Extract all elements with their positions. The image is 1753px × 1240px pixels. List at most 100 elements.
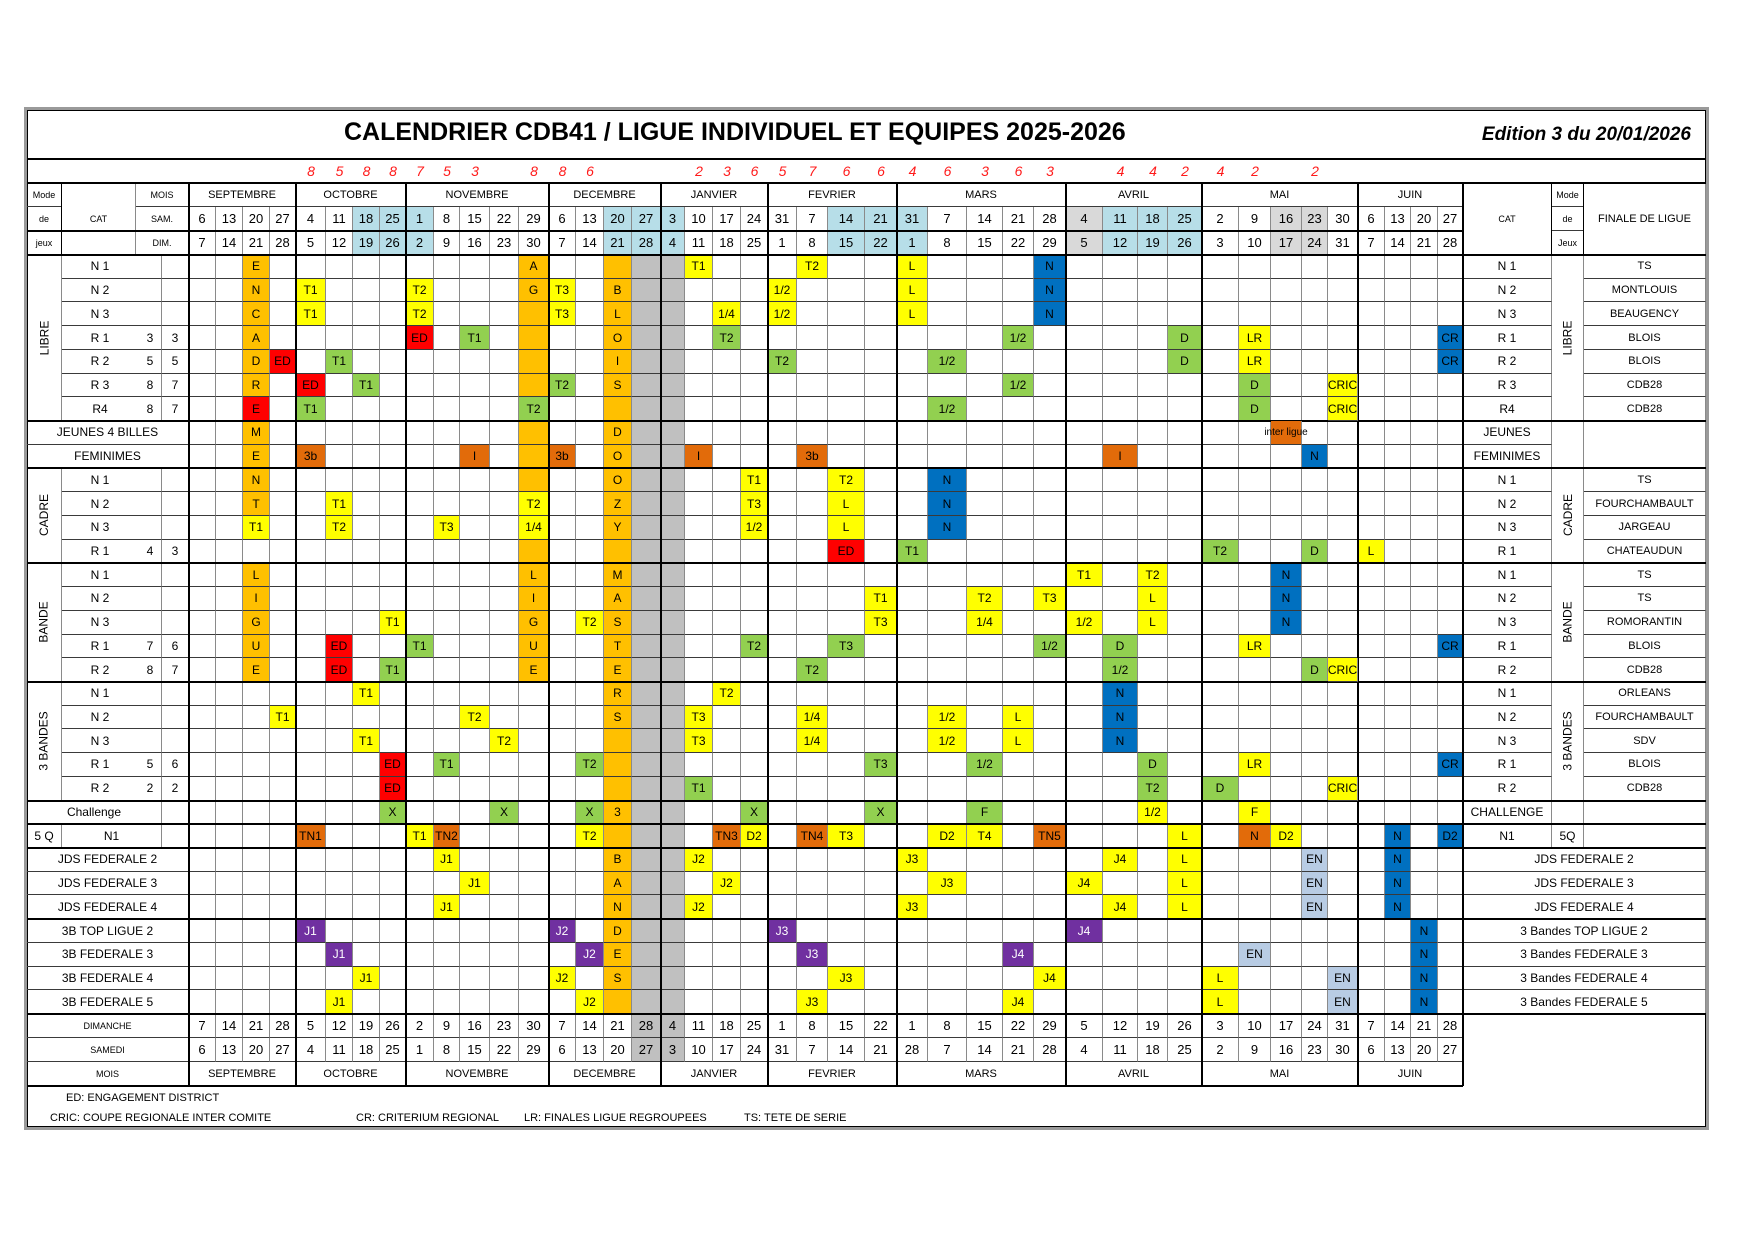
calendar-cell	[1385, 729, 1411, 754]
sunday-date: 24	[1302, 231, 1328, 255]
event-cell: S	[604, 966, 632, 991]
event-cell: J1	[460, 871, 490, 896]
calendar-cell	[1066, 255, 1103, 279]
calendar-cell	[434, 919, 460, 943]
calendar-cell	[380, 824, 406, 848]
match-count: 5	[778, 163, 787, 179]
calendar-cell	[1302, 349, 1328, 374]
event-cell: L	[604, 302, 632, 327]
sunday-date: 25	[741, 1014, 768, 1039]
finale-location: BEAUGENCY	[1584, 302, 1706, 327]
calendar-cell	[1302, 990, 1328, 1015]
calendar-cell	[741, 563, 768, 588]
event-cell: LR	[1239, 634, 1271, 659]
calendar-cell	[928, 539, 967, 564]
event-cell: J4	[1003, 990, 1034, 1015]
calendar-cell	[406, 919, 434, 943]
saturday-date: 14	[828, 207, 865, 231]
calendar-cell	[519, 681, 549, 706]
event-cell: T2	[490, 729, 519, 754]
calendar-cell	[1411, 681, 1438, 706]
calendar-cell	[741, 895, 768, 920]
category-name: R 1	[90, 330, 110, 345]
mode-label: LIBRE	[1560, 320, 1575, 355]
calendar-cell	[1103, 492, 1138, 516]
match-count: 2	[1181, 163, 1189, 179]
calendar-cell	[1168, 776, 1202, 801]
calendar-cell	[1385, 966, 1411, 991]
category-label: JEUNES 4 BILLES	[27, 421, 189, 445]
calendar-cell	[270, 278, 296, 303]
saturday-date: 1	[406, 1038, 434, 1063]
calendar-cell	[270, 990, 296, 1015]
calendar-cell	[380, 634, 406, 659]
calendar-cell	[928, 255, 967, 279]
event-cell: D	[1202, 776, 1239, 801]
calendar-cell	[216, 539, 243, 564]
calendar-cell	[1438, 563, 1463, 588]
calendar-cell	[460, 848, 490, 872]
event-cell: N	[1411, 919, 1438, 943]
calendar-cell	[1168, 942, 1202, 967]
calendar-cell	[460, 587, 490, 611]
event-cell: S	[604, 705, 632, 730]
calendar-cell	[1066, 848, 1103, 872]
calendar-cell	[1438, 871, 1463, 896]
calendar-cell	[661, 302, 685, 327]
event-cell: N	[1103, 681, 1138, 706]
calendar-cell	[380, 587, 406, 611]
event-cell: A	[243, 326, 270, 350]
month-footer: NOVEMBRE	[406, 1062, 549, 1087]
calendar-cell	[189, 610, 216, 635]
calendar-cell	[1385, 373, 1411, 398]
category-name: R 3	[90, 377, 110, 392]
event-cell: J4	[1003, 942, 1034, 967]
saturday-date: 7	[797, 1038, 828, 1063]
calendar-cell	[1438, 373, 1463, 398]
calendar-cell	[1438, 587, 1463, 611]
calendar-cell	[897, 444, 928, 469]
calendar-cell	[1202, 468, 1239, 493]
calendar-cell	[406, 658, 434, 682]
event-cell: T2	[549, 373, 576, 398]
legend-ed: ED: ENGAGEMENT DISTRICT	[66, 1092, 220, 1104]
calendar-cell	[380, 468, 406, 493]
calendar-cell	[713, 468, 741, 493]
calendar-cell	[434, 681, 460, 706]
calendar-cell	[189, 515, 216, 540]
event-cell: E	[604, 658, 632, 682]
calendar-cell	[1438, 848, 1463, 872]
event-cell: T1	[326, 492, 353, 516]
calendar-cell	[216, 658, 243, 682]
calendar-cell	[1302, 824, 1328, 848]
calendar-cell	[576, 278, 604, 303]
calendar-cell	[296, 587, 326, 611]
calendar-cell	[490, 539, 519, 564]
calendar-cell	[967, 966, 1003, 991]
divider	[767, 183, 769, 1087]
calendar-cell	[661, 255, 685, 279]
saturday-date: 6	[1358, 1038, 1385, 1063]
event-cell: N	[604, 895, 632, 920]
event-cell: EN	[1239, 942, 1271, 967]
calendar-cell	[1239, 492, 1271, 516]
right-mode-header: Jeux	[1552, 231, 1584, 255]
calendar-cell	[1168, 681, 1202, 706]
calendar-cell	[661, 278, 685, 303]
calendar-cell	[519, 990, 549, 1015]
saturday-date: 13	[216, 1038, 243, 1063]
category-label: N 2	[62, 278, 162, 303]
calendar-cell	[768, 681, 797, 706]
calendar-cell	[576, 373, 604, 398]
sunday-date: 19	[1138, 1014, 1168, 1039]
calendar-cell	[1003, 421, 1034, 445]
calendar-cell	[1034, 444, 1066, 469]
sunday-date: 28	[270, 231, 296, 255]
calendar-cell	[1438, 705, 1463, 730]
calendar-cell	[632, 729, 661, 754]
sunday-date: 10	[1239, 1014, 1271, 1039]
calendar-cell	[1066, 515, 1103, 540]
calendar-cell	[216, 681, 243, 706]
calendar-cell	[897, 776, 928, 801]
right-category-label: R 2	[1463, 776, 1552, 801]
